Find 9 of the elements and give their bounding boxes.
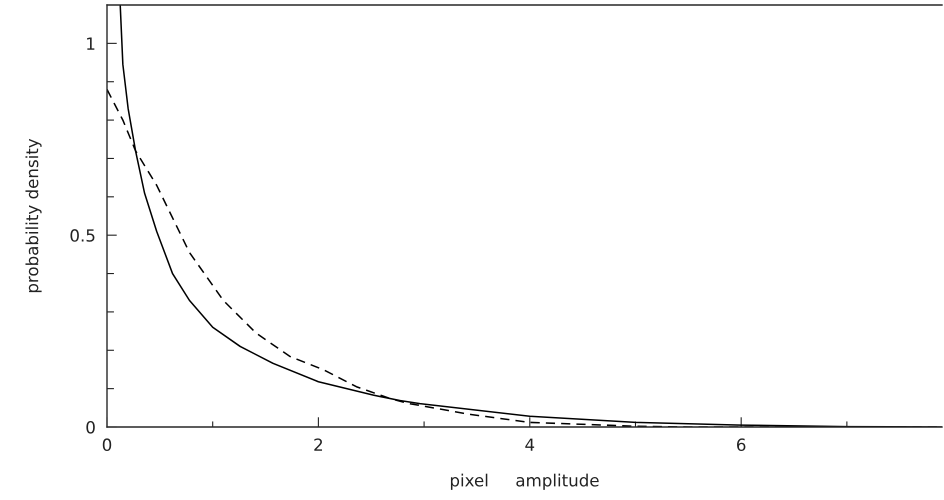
y-tick-label: 1 <box>87 38 94 50</box>
x-tick-label: 2 <box>314 438 322 451</box>
x-tick-label: 6 <box>737 438 746 452</box>
y-tick-label: 0 <box>86 420 95 434</box>
x-tick-label: 4 <box>525 438 534 451</box>
y-axis-title: probability density <box>25 138 42 292</box>
y-tick-label: 0.5 <box>70 229 94 242</box>
x-tick-label: 0 <box>102 438 112 452</box>
x-axis-title: pixel amplitude <box>450 474 599 490</box>
